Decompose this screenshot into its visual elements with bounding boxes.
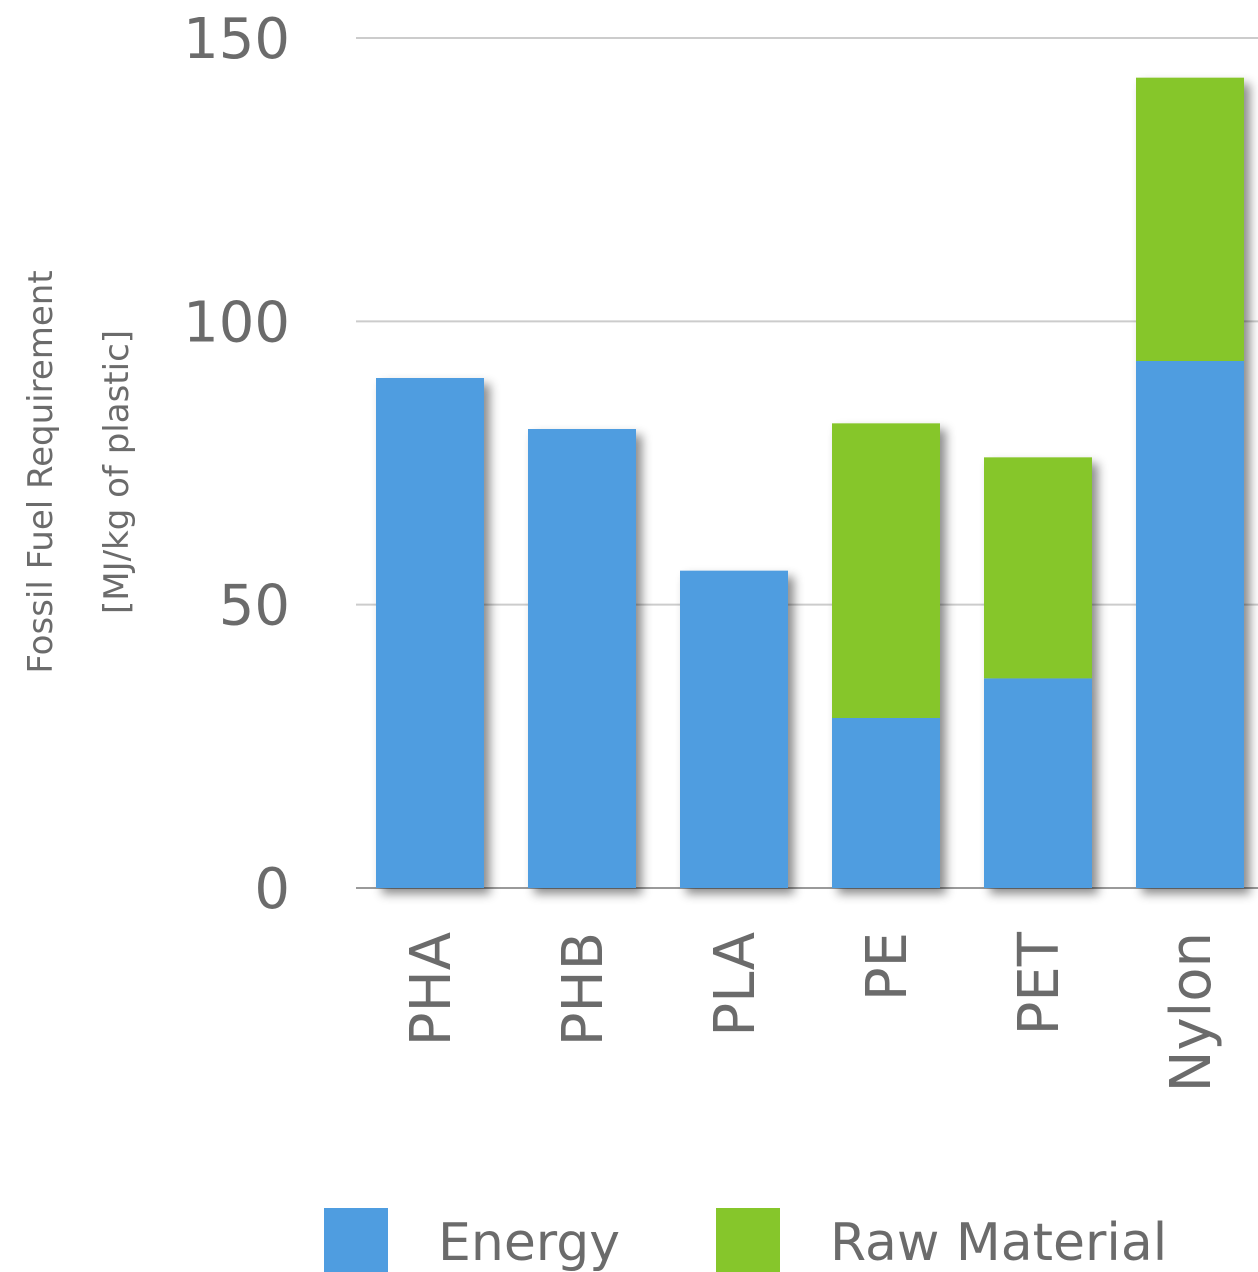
legend-swatch-energy [324,1208,388,1272]
bar-group-pe [832,423,940,888]
bars [376,77,1244,888]
y-axis-label-line-2: [MJ/kg of plastic] [97,330,137,614]
x-tick-label-phb: PHB [551,932,616,1046]
bar-nylon-energy [1136,361,1244,888]
y-axis-label: Fossil Fuel Requirement [MJ/kg of plasti… [21,270,137,673]
y-tick-label-50: 50 [219,574,290,639]
y-tick-label-0: 0 [254,857,290,922]
x-tick-label-pla: PLA [703,932,768,1037]
y-tick-label-100: 100 [183,290,290,355]
gridlines [356,37,1258,889]
bar-pe-raw-material [832,423,940,718]
y-tick-label-150: 150 [183,7,290,72]
bar-pe-energy [832,718,940,888]
legend-swatch-raw-material [716,1208,780,1272]
bar-pet-energy [984,678,1092,888]
bar-nylon-raw-material [1136,77,1244,362]
bar-group-pet [984,457,1092,888]
bar-group-pla [680,570,788,888]
legend: Energy Raw Material [324,1208,1167,1272]
bar-pet-raw-material [984,457,1092,679]
x-tick-label-pe: PE [855,932,920,1001]
y-tick-labels: 0 50 100 150 [183,7,290,922]
bar-group-nylon [1136,77,1244,888]
bar-pha-energy [376,378,484,888]
legend-label-energy: Energy [438,1213,620,1272]
bar-group-pha [376,378,484,888]
x-tick-label-nylon: Nylon [1159,932,1224,1092]
category-labels: PHA PHB PLA PE PET Nylon [399,931,1224,1092]
legend-item-energy: Energy [324,1208,620,1272]
legend-item-raw-material: Raw Material [716,1208,1167,1272]
y-axis-label-line-1: Fossil Fuel Requirement [21,270,61,673]
bar-phb-energy [528,429,636,888]
x-tick-label-pha: PHA [399,932,464,1046]
bar-group-phb [528,429,636,888]
bar-pla-energy [680,570,788,888]
legend-label-raw-material: Raw Material [830,1213,1167,1272]
x-tick-label-pet: PET [1007,931,1072,1035]
